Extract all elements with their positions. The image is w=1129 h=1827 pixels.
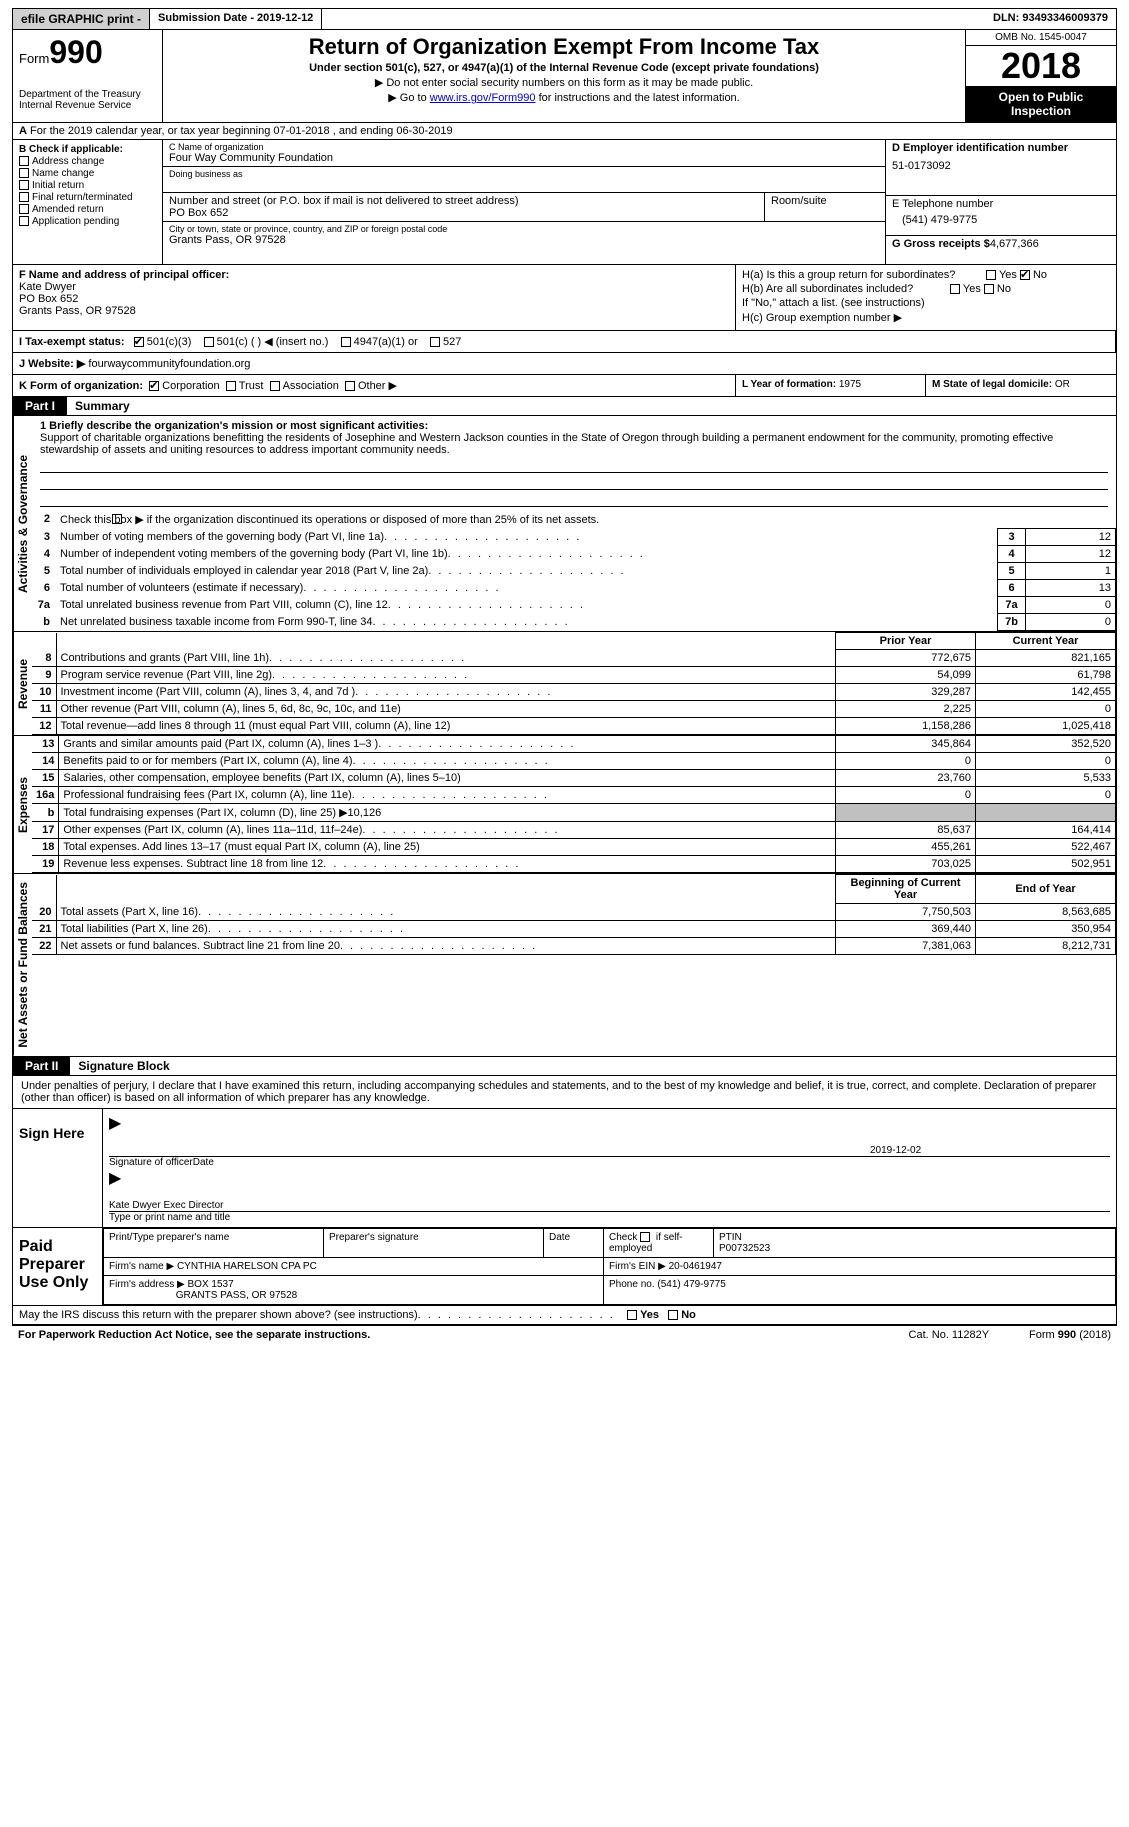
chk-501c3[interactable]	[134, 337, 144, 347]
perjury-declaration: Under penalties of perjury, I declare th…	[12, 1076, 1117, 1109]
chk-other[interactable]	[345, 381, 355, 391]
vlabel-governance: Activities & Governance	[13, 416, 32, 631]
chk-501c[interactable]	[204, 337, 214, 347]
tax-exempt-status: I Tax-exempt status: 501(c)(3) 501(c) ( …	[13, 331, 1116, 352]
officer-typed: Kate Dwyer Exec Director	[109, 1200, 223, 1211]
form-header: Form990 Department of the Treasury Inter…	[12, 30, 1117, 123]
telephone: (541) 479-9775	[892, 214, 1110, 226]
firm-addr: BOX 1537	[188, 1279, 234, 1290]
col-b-checkboxes: B Check if applicable: Address change Na…	[13, 140, 163, 264]
ptin: P00732523	[719, 1243, 1110, 1254]
chk-discuss-no[interactable]	[668, 1310, 678, 1320]
col-c-org-info: C Name of organization Four Way Communit…	[163, 140, 886, 264]
submission-date: Submission Date - 2019-12-12	[150, 9, 322, 29]
form-number: Form990	[19, 34, 156, 71]
row-a: A For the 2019 calendar year, or tax yea…	[12, 123, 1117, 140]
chk-trust[interactable]	[226, 381, 236, 391]
group-return: H(a) Is this a group return for subordin…	[736, 265, 1116, 330]
dln: DLN: 93493346009379	[985, 9, 1116, 29]
sig-date: 2019-12-02	[870, 1145, 1110, 1156]
firm-name: CYNTHIA HARELSON CPA PC	[177, 1261, 317, 1272]
chk-self-employed[interactable]	[640, 1232, 650, 1242]
vlabel-expenses: Expenses	[13, 736, 32, 873]
topbar: efile GRAPHIC print - Submission Date - …	[12, 8, 1117, 30]
org-city: Grants Pass, OR 97528	[169, 234, 879, 246]
chk-assoc[interactable]	[270, 381, 280, 391]
chk-discontinued[interactable]	[112, 514, 122, 524]
firm-ein: 20-0461947	[669, 1261, 722, 1272]
vlabel-netassets: Net Assets or Fund Balances	[13, 874, 32, 1056]
ssn-note: ▶ Do not enter social security numbers o…	[171, 76, 957, 89]
chk-final-return[interactable]	[19, 192, 29, 202]
state-domicile: OR	[1055, 379, 1070, 390]
chk-app-pending[interactable]	[19, 216, 29, 226]
dept-treasury: Department of the Treasury Internal Reve…	[19, 89, 156, 111]
principal-officer: F Name and address of principal officer:…	[13, 265, 736, 330]
org-address: PO Box 652	[169, 207, 758, 219]
form-subtitle: Under section 501(c), 527, or 4947(a)(1)…	[171, 62, 957, 74]
website: fourwaycommunityfoundation.org	[88, 358, 250, 370]
chk-527[interactable]	[430, 337, 440, 347]
chk-amended[interactable]	[19, 204, 29, 214]
part2-tag: Part II	[13, 1057, 70, 1075]
chk-name-change[interactable]	[19, 168, 29, 178]
part1-title: Summary	[67, 397, 138, 415]
form-title: Return of Organization Exempt From Incom…	[171, 34, 957, 60]
org-name: Four Way Community Foundation	[169, 152, 879, 164]
irs-link[interactable]: www.irs.gov/Form990	[430, 92, 536, 104]
open-to-public: Open to Public Inspection	[966, 86, 1116, 122]
chk-corp[interactable]	[149, 381, 159, 391]
sign-here-label: Sign Here	[13, 1109, 103, 1227]
chk-initial-return[interactable]	[19, 180, 29, 190]
mission-block: 1 Briefly describe the organization's mi…	[32, 416, 1116, 511]
chk-hb-no[interactable]	[984, 284, 994, 294]
col-d: D Employer identification number 51-0173…	[886, 140, 1116, 264]
vlabel-revenue: Revenue	[13, 632, 32, 735]
goto-note: ▶ Go to www.irs.gov/Form990 for instruct…	[171, 91, 957, 104]
tax-year: 2018	[966, 46, 1116, 86]
firm-phone: (541) 479-9775	[657, 1279, 725, 1290]
form-of-org: K Form of organization: Corporation Trus…	[13, 375, 736, 396]
discuss-row: May the IRS discuss this return with the…	[12, 1306, 1117, 1325]
chk-hb-yes[interactable]	[950, 284, 960, 294]
ein: 51-0173092	[892, 160, 1110, 172]
chk-ha-yes[interactable]	[986, 270, 996, 280]
chk-discuss-yes[interactable]	[627, 1310, 637, 1320]
page-footer: For Paperwork Reduction Act Notice, see …	[12, 1325, 1117, 1344]
year-formation: 1975	[839, 379, 861, 390]
part2-title: Signature Block	[70, 1057, 177, 1075]
paid-preparer-label: Paid Preparer Use Only	[13, 1228, 103, 1305]
part1-tag: Part I	[13, 397, 67, 415]
efile-print-button[interactable]: efile GRAPHIC print -	[13, 9, 150, 29]
chk-ha-no[interactable]	[1020, 270, 1030, 280]
omb-number: OMB No. 1545-0047	[966, 30, 1116, 46]
chk-address-change[interactable]	[19, 156, 29, 166]
chk-4947[interactable]	[341, 337, 351, 347]
gross-receipts: 4,677,366	[990, 238, 1039, 250]
